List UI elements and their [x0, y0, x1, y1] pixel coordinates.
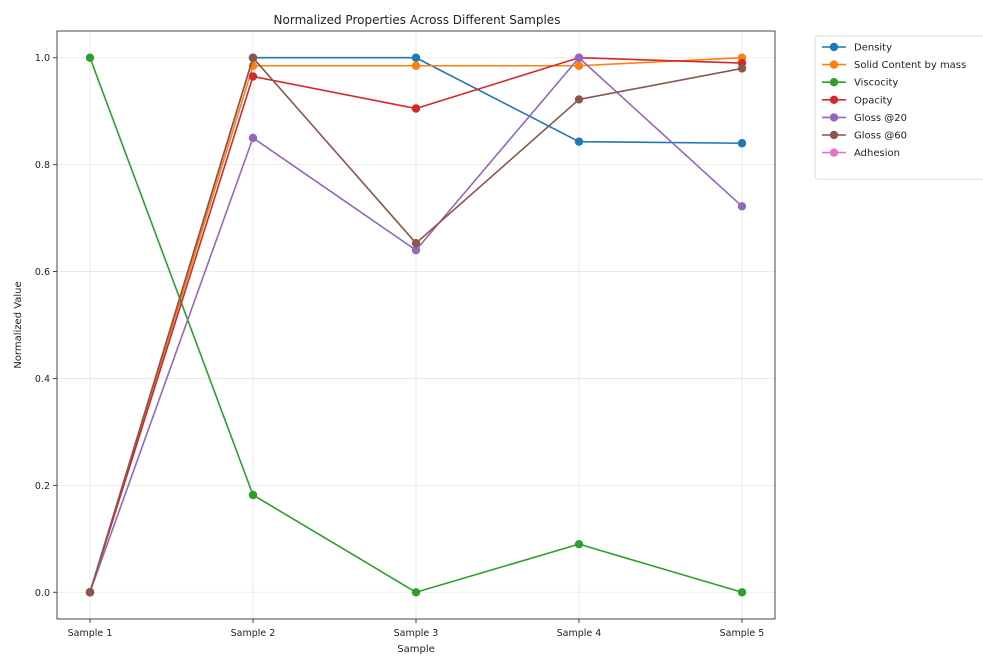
data-point	[248, 72, 258, 81]
data-point	[574, 137, 584, 146]
legend-label: Viscocity	[854, 78, 898, 89]
legend-point-marker	[829, 60, 839, 69]
data-point	[411, 245, 421, 255]
legend-point-marker	[829, 130, 839, 140]
x-tick-label: Sample 4	[557, 628, 602, 639]
legend-label: Gloss @20	[854, 113, 907, 124]
chart-title: Normalized Properties Across Different S…	[274, 13, 561, 27]
series-gloss-60	[85, 53, 747, 597]
y-axis-label: Normalized Value	[13, 281, 24, 368]
y-tick-label: 0.4	[35, 374, 50, 385]
data-point	[737, 588, 747, 597]
data-point	[248, 133, 258, 143]
data-point	[85, 588, 95, 597]
legend-point-marker	[829, 78, 839, 87]
legend-point-marker	[829, 42, 839, 52]
legend-point-marker	[829, 148, 839, 157]
data-point	[574, 53, 584, 62]
x-tick-label: Sample 3	[394, 628, 439, 639]
legend-point-marker	[829, 95, 839, 105]
y-tick-label: 0.8	[35, 160, 50, 171]
legend: Density Solid Content by mass Viscocity Opa…	[814, 35, 983, 180]
data-point	[248, 490, 258, 500]
x-tick-label: Sample 5	[720, 628, 765, 639]
data-point	[411, 104, 421, 113]
legend-label: Solid Content by mass	[854, 60, 966, 71]
data-point	[574, 95, 584, 104]
x-axis: Sample 1 Sample 2 Sample 3 Sample 4 Sample 5	[68, 619, 765, 639]
x-axis-label: Sample	[397, 644, 435, 655]
data-point	[737, 202, 747, 211]
y-tick-label: 1.0	[35, 53, 50, 64]
data-point	[85, 53, 95, 62]
data-point	[737, 64, 747, 73]
x-tick-label: Sample 1	[68, 628, 113, 639]
legend-label: Density	[854, 43, 892, 54]
x-tick-label: Sample 2	[231, 628, 276, 639]
data-point	[411, 61, 421, 70]
data-point	[248, 53, 258, 62]
data-point	[411, 53, 421, 62]
series-viscocity	[85, 53, 747, 597]
data-point	[574, 539, 584, 549]
data-point	[411, 239, 421, 248]
y-tick-label: 0.0	[35, 588, 50, 599]
legend-label: Adhesion	[854, 148, 900, 159]
series-layer	[85, 53, 747, 597]
legend-point-marker	[829, 113, 839, 122]
grid	[57, 31, 775, 619]
y-tick-label: 0.2	[35, 481, 50, 492]
legend-label: Gloss @60	[854, 131, 907, 142]
data-point	[737, 139, 747, 148]
data-point	[411, 588, 421, 597]
y-axis: 0.0 0.2 0.4 0.6 0.8 1.0	[35, 53, 57, 599]
legend-label: Opacity	[854, 95, 893, 106]
data-point	[574, 61, 584, 70]
legend-box	[814, 35, 983, 180]
y-tick-label: 0.6	[35, 267, 50, 278]
